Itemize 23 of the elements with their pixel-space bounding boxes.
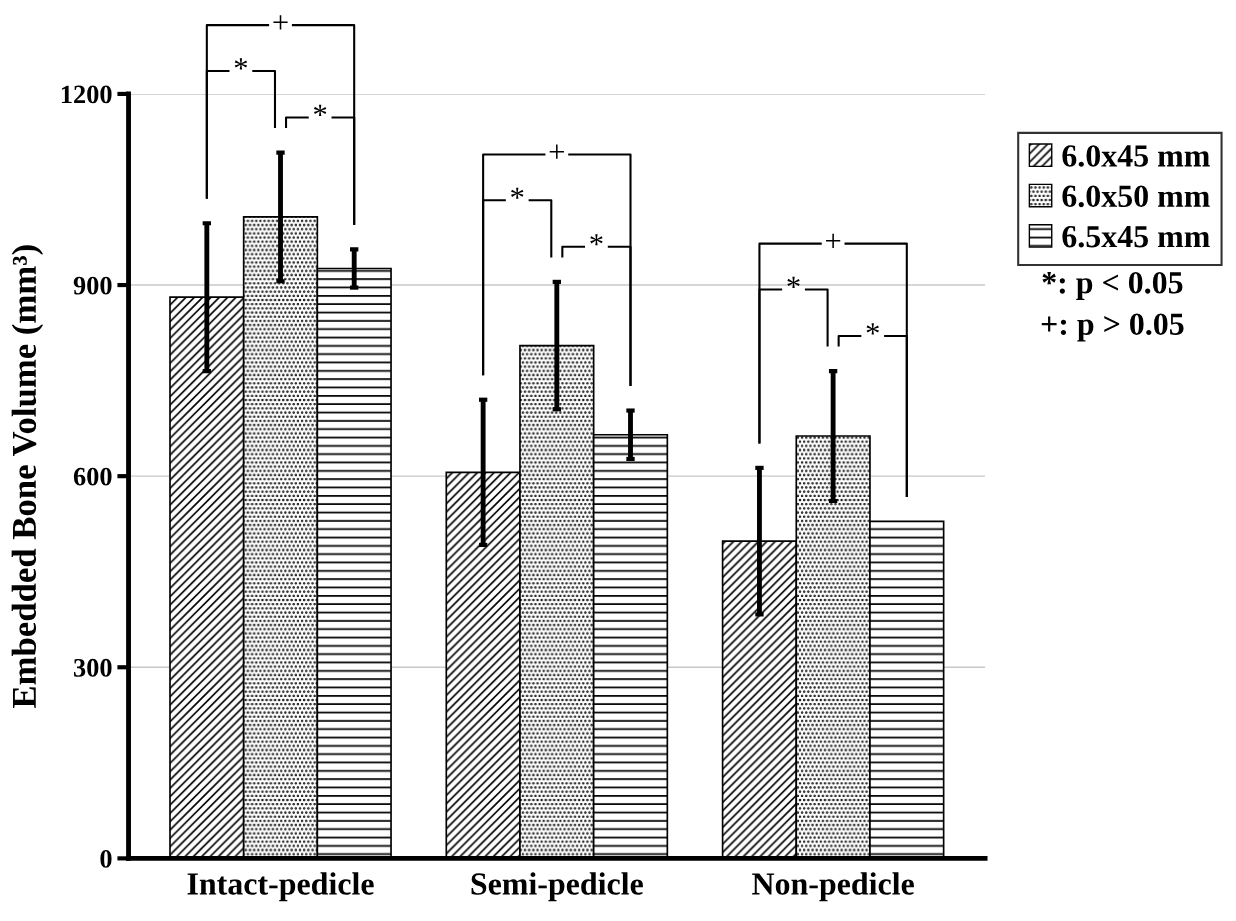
x-tick-label: Intact-pedicle xyxy=(187,872,374,902)
annotation: * xyxy=(590,234,603,246)
legend-label: 6.0x50 mm xyxy=(1062,185,1210,208)
y-tick-label: 600 xyxy=(73,467,112,486)
annotation: * xyxy=(511,187,524,199)
y-axis-title: Embedded Bone Volume (mm³) xyxy=(11,245,44,708)
y-tick-label: 900 xyxy=(73,276,112,295)
text: + xyxy=(273,15,288,30)
text: +: p > 0.05 xyxy=(1041,313,1184,342)
annotation: + xyxy=(826,233,841,248)
y-tick-label: 0 xyxy=(100,849,112,868)
annotation: * xyxy=(313,104,327,117)
annotation: + xyxy=(549,144,564,159)
text: * xyxy=(234,58,248,70)
x-tick-label: Semi-pedicle xyxy=(471,872,643,902)
annotation: * xyxy=(787,276,800,289)
legend-label: 6.0x45 mm xyxy=(1062,145,1210,167)
text: *: p < 0.05 xyxy=(1042,271,1183,300)
annotation: * xyxy=(866,323,879,335)
x-tick-label: Non-pedicle xyxy=(752,872,914,902)
y-tick-label: 300 xyxy=(73,658,112,677)
y-tick-label: 1200 xyxy=(61,85,112,104)
legend-label: 6.5x45 mm xyxy=(1062,225,1210,248)
